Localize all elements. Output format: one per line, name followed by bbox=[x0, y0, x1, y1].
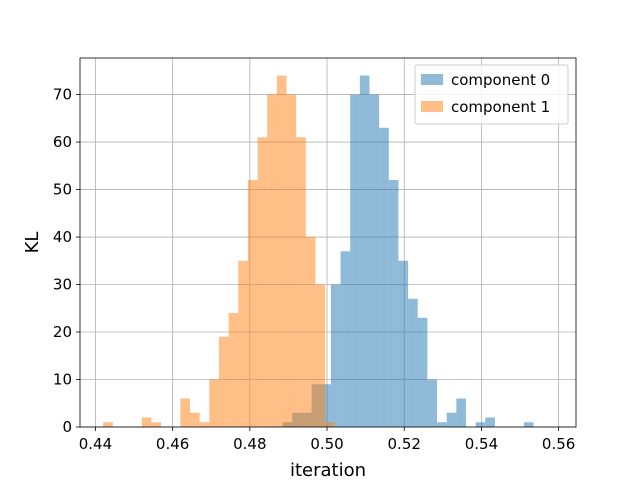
histogram-bar-component-1 bbox=[296, 137, 306, 427]
histogram-bar-component-1 bbox=[180, 398, 191, 427]
histogram-bar-component-1 bbox=[315, 284, 326, 427]
x-tick-label: 0.46 bbox=[156, 435, 189, 453]
y-tick-label: 30 bbox=[53, 276, 72, 294]
axis-ticks: 0.44 0.46 0.48 0.50 0.52 0.54 0.56 0 10 20 30 40 50 6… bbox=[53, 86, 575, 453]
x-tick-label: 0.48 bbox=[233, 435, 266, 453]
histogram-bar-component-0 bbox=[369, 94, 380, 427]
x-tick-label: 0.56 bbox=[542, 435, 575, 453]
y-tick-label: 0 bbox=[62, 418, 72, 436]
legend-box bbox=[414, 64, 569, 125]
histogram-bar-component-1 bbox=[190, 412, 200, 427]
histogram-bar-component-0 bbox=[388, 180, 399, 427]
histogram-bar-component-1 bbox=[276, 75, 287, 428]
histogram-bar-component-1 bbox=[228, 313, 239, 427]
histogram-bar-component-0 bbox=[379, 127, 389, 427]
histogram-bar-component-0 bbox=[350, 94, 360, 427]
histogram-bar-component-1 bbox=[305, 237, 316, 427]
legend: component 0 component 1 bbox=[414, 64, 569, 125]
histogram-bar-component-1 bbox=[325, 422, 335, 427]
histogram-bar-component-1 bbox=[247, 180, 258, 427]
histogram-bar-component-1 bbox=[267, 94, 277, 427]
histogram-bar-component-0 bbox=[523, 422, 534, 427]
y-tick-label: 50 bbox=[53, 181, 72, 199]
x-tick-label: 0.44 bbox=[79, 435, 112, 453]
legend-label-component-1: component 1 bbox=[451, 98, 550, 116]
histogram-bar-component-1 bbox=[103, 422, 113, 427]
histogram-bar-component-0 bbox=[359, 75, 370, 428]
y-axis-label: KL bbox=[22, 232, 43, 254]
histogram-bar-component-0 bbox=[456, 398, 466, 427]
histogram-bar-component-0 bbox=[330, 284, 341, 427]
x-tick-label: 0.50 bbox=[310, 435, 343, 453]
x-tick-label: 0.54 bbox=[465, 435, 498, 453]
histogram-bar-component-1 bbox=[151, 422, 162, 427]
histogram-bar-component-0 bbox=[427, 379, 438, 427]
legend-swatch-component-0 bbox=[421, 74, 443, 85]
axes-frame bbox=[79, 57, 577, 428]
histogram-bar-component-0 bbox=[340, 251, 351, 427]
y-tick-label: 10 bbox=[53, 371, 72, 389]
histogram-bar-component-0 bbox=[475, 422, 486, 427]
legend-swatch-component-1 bbox=[421, 101, 443, 112]
histogram-bar-component-1 bbox=[141, 417, 152, 427]
histogram-bar-component-0 bbox=[398, 260, 409, 427]
histogram-bar-component-0 bbox=[485, 417, 495, 427]
histogram-bar-component-1 bbox=[218, 336, 229, 427]
histogram-bar-component-0 bbox=[417, 317, 428, 427]
histogram-bar-component-1 bbox=[238, 260, 248, 427]
x-tick-label: 0.52 bbox=[388, 435, 421, 453]
histogram-bar-component-1 bbox=[209, 379, 219, 427]
histogram-bar-component-0 bbox=[408, 298, 418, 427]
legend-label-component-0: component 0 bbox=[451, 71, 550, 89]
histogram-bar-component-1 bbox=[286, 94, 297, 427]
histogram-bar-component-1 bbox=[199, 422, 210, 427]
y-tick-label: 70 bbox=[53, 86, 72, 104]
y-tick-label: 20 bbox=[53, 323, 72, 341]
histogram-bar-component-0 bbox=[321, 384, 331, 427]
y-tick-label: 60 bbox=[53, 133, 72, 151]
histogram-bar-component-1 bbox=[257, 137, 268, 427]
histogram-bar-component-0 bbox=[437, 422, 447, 427]
histogram-bars bbox=[103, 75, 534, 428]
y-tick-label: 40 bbox=[53, 228, 72, 246]
x-axis-label: iteration bbox=[290, 460, 366, 480]
histogram-bar-component-0 bbox=[446, 412, 457, 427]
